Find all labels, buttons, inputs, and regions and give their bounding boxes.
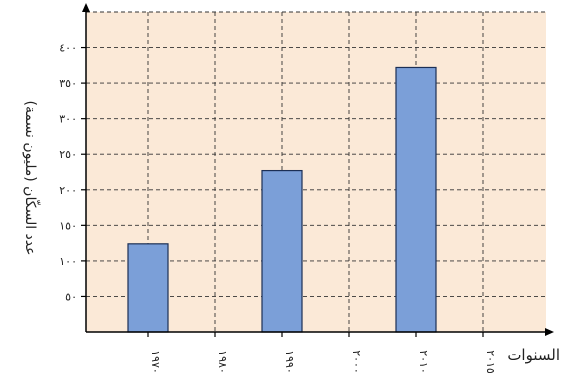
x-ticks: ١٩٧٠ ١٩٨٠ ١٩٩٠ ٢٠٠٠ ٢٠١٠ ٢٠١٥ (147, 332, 497, 374)
x-tick-label: ١٩٧٠ (149, 350, 162, 374)
y-tick-label: ٢٥٠ (59, 148, 77, 161)
x-tick-label: ٢٠١٥ (484, 350, 497, 374)
y-tick-label: ٢٠٠ (59, 184, 77, 197)
x-axis-title: السنوات (507, 346, 560, 364)
y-axis-title: عدد السكّان (مليون نسمة) (22, 101, 40, 256)
bar (395, 66, 437, 333)
y-tick-label: ٤٠٠ (59, 42, 77, 55)
y-ticks: ٥٠ ١٠٠ ١٥٠ ٢٠٠ ٢٥٠ ٣٠٠ ٣٥٠ ٤٠٠ (59, 42, 86, 303)
x-axis-arrow (545, 328, 554, 336)
bars (127, 66, 437, 333)
bar (261, 169, 303, 333)
y-axis-arrow (82, 3, 90, 12)
x-tick-label: ٢٠١٠ (417, 350, 430, 374)
bar (127, 243, 169, 333)
y-tick-label: ١٠٠ (59, 255, 77, 268)
x-tick-label: ١٩٨٠ (216, 350, 229, 374)
y-tick-label: ١٥٠ (59, 219, 77, 232)
y-tick-label: ٣٠٠ (59, 113, 77, 126)
x-tick-label: ٢٠٠٠ (350, 350, 363, 374)
y-tick-label: ٥٠ (65, 290, 77, 303)
x-tick-label: ١٩٩٠ (283, 350, 296, 374)
y-tick-label: ٣٥٠ (59, 77, 77, 90)
